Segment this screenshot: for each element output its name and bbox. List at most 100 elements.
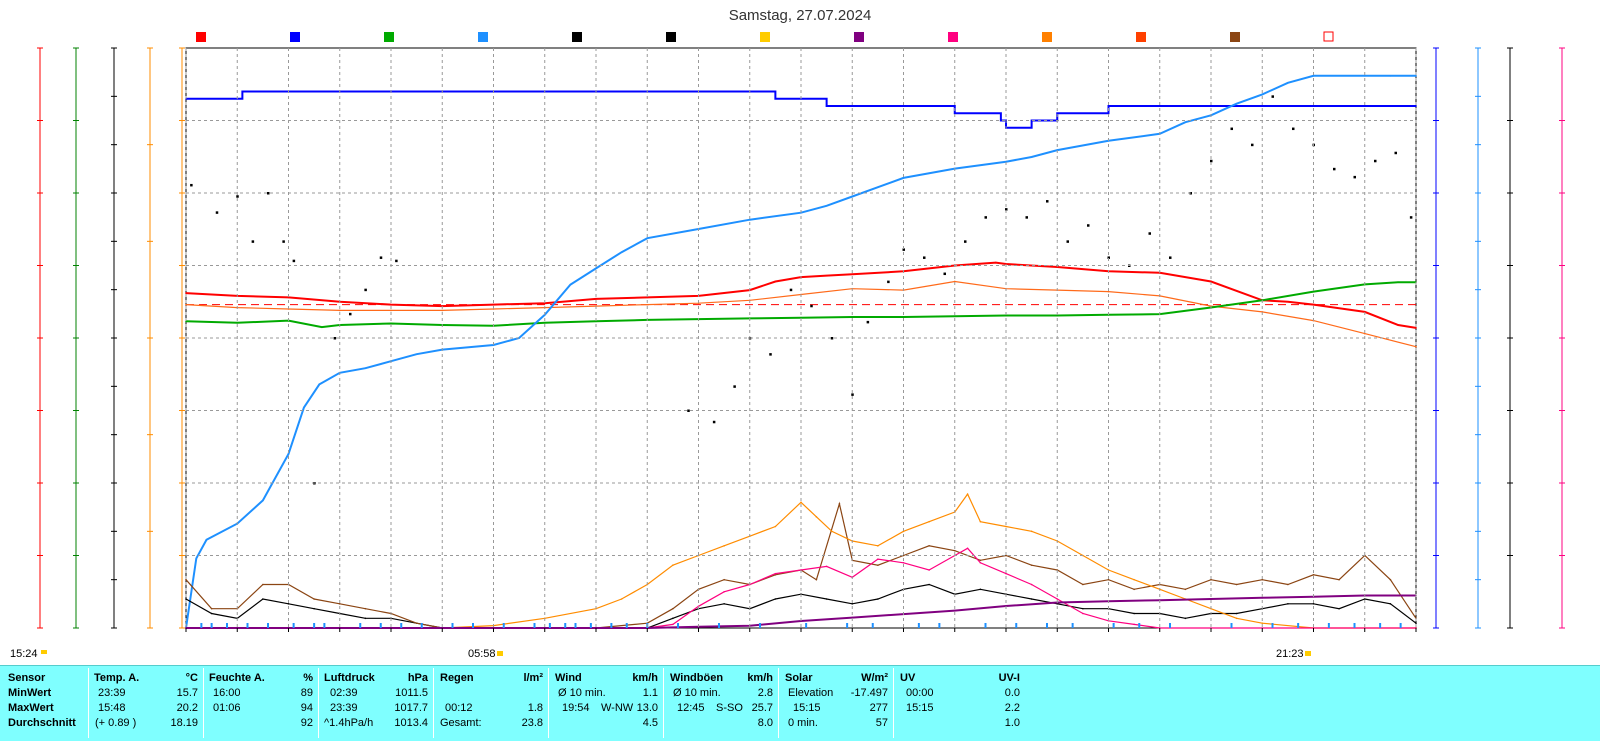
stats-max-rain-time: 00:12 bbox=[445, 702, 473, 714]
series-point bbox=[390, 309, 392, 312]
stats-min-wind-value: 1.1 bbox=[642, 687, 658, 699]
series-point bbox=[313, 607, 315, 610]
series-point bbox=[287, 603, 290, 605]
series-point bbox=[1210, 280, 1212, 283]
series-point bbox=[1312, 290, 1315, 293]
stats-uv-unit: UV-I bbox=[998, 672, 1020, 684]
series-point bbox=[595, 267, 597, 270]
series-point bbox=[1000, 119, 1002, 122]
stats-max-gust-direction: S-SO bbox=[716, 702, 743, 714]
rain-tick bbox=[502, 623, 505, 628]
series-point bbox=[1261, 105, 1264, 107]
series-point bbox=[902, 316, 905, 318]
wind-direction-point bbox=[902, 248, 905, 251]
wind-direction-point bbox=[1107, 256, 1110, 259]
wind-direction-point bbox=[769, 353, 772, 356]
series-point bbox=[979, 559, 982, 562]
legend-swatch bbox=[572, 32, 582, 42]
sunrise-time: 05:58 bbox=[468, 648, 496, 660]
series-point bbox=[723, 590, 725, 593]
wind-direction-point bbox=[1169, 256, 1172, 259]
rain-tick bbox=[267, 623, 269, 628]
series-point bbox=[979, 588, 982, 591]
rain-tick bbox=[984, 623, 987, 628]
series-point bbox=[1235, 583, 1238, 586]
series-point bbox=[1005, 314, 1007, 317]
series-point bbox=[1312, 105, 1315, 107]
rain-tick bbox=[625, 623, 628, 628]
series-point bbox=[1133, 623, 1135, 626]
rain-tick bbox=[1071, 623, 1074, 628]
series-point bbox=[830, 530, 833, 533]
legend-swatch bbox=[760, 32, 770, 42]
series-point bbox=[441, 309, 444, 312]
series-point bbox=[1415, 327, 1417, 329]
series-point bbox=[774, 97, 777, 100]
rain-tick bbox=[420, 623, 423, 628]
wind-direction-point bbox=[1025, 216, 1028, 219]
sunset-time: 21:23 bbox=[1276, 648, 1304, 660]
series-point bbox=[620, 598, 623, 600]
legend-swatch bbox=[1042, 32, 1052, 42]
stats-uv-header: UV bbox=[900, 672, 916, 684]
series-point bbox=[195, 557, 198, 560]
series-point bbox=[1133, 588, 1135, 591]
wind-direction-point bbox=[1251, 143, 1254, 147]
series-point bbox=[185, 578, 187, 581]
series-point bbox=[774, 525, 777, 528]
wind-direction-point bbox=[1148, 232, 1151, 235]
rain-tick bbox=[574, 623, 577, 628]
stats-min-temp-time: 23:39 bbox=[98, 687, 126, 699]
series-point bbox=[390, 303, 392, 306]
stats-wind-unit: km/h bbox=[632, 672, 658, 684]
series-point bbox=[851, 195, 854, 198]
series-point bbox=[825, 565, 828, 568]
series-point bbox=[672, 607, 674, 610]
wind-direction-point bbox=[1333, 167, 1336, 171]
series-point bbox=[1363, 75, 1366, 77]
rain-tick bbox=[472, 623, 474, 628]
wind-direction-point bbox=[866, 320, 870, 324]
series-point bbox=[1030, 583, 1033, 586]
stats-max-press-value: 1017.7 bbox=[394, 702, 428, 714]
series-point bbox=[646, 303, 649, 306]
wind-direction-point bbox=[830, 337, 834, 340]
series-point bbox=[1210, 105, 1212, 107]
series-point bbox=[877, 545, 879, 547]
series-point bbox=[287, 453, 290, 455]
series-point bbox=[185, 292, 187, 294]
series-point bbox=[979, 561, 982, 564]
stats-gust-unit: km/h bbox=[747, 672, 773, 684]
legend-swatch bbox=[1230, 32, 1240, 42]
series-point bbox=[902, 177, 905, 179]
series-point bbox=[241, 90, 244, 93]
wind-direction-point bbox=[251, 240, 255, 243]
series-point bbox=[1363, 105, 1366, 107]
series-point bbox=[1107, 578, 1110, 581]
stats-max-wind-time: 19:54 bbox=[562, 702, 590, 714]
series-point bbox=[851, 105, 854, 107]
series-point bbox=[1312, 574, 1315, 576]
series-point bbox=[262, 583, 264, 586]
series-point bbox=[543, 321, 546, 324]
series-point bbox=[825, 105, 828, 107]
stats-min-row: MinWert 23:39 15.7 16:00 89 02:39 1011.5… bbox=[0, 686, 1600, 701]
wind-direction-point bbox=[1353, 175, 1356, 179]
stats-solar-header: Solar bbox=[785, 672, 813, 684]
rain-tick bbox=[292, 623, 295, 628]
series-point bbox=[1133, 612, 1135, 615]
wind-direction-point bbox=[1005, 208, 1008, 211]
rain-tick bbox=[846, 623, 849, 628]
series-point bbox=[1261, 578, 1264, 581]
stats-header-row: Sensor Temp. A. °C Feuchte A. % Luftdruc… bbox=[0, 671, 1600, 686]
series-point bbox=[851, 603, 854, 605]
series-line bbox=[185, 501, 1417, 629]
wind-direction-point bbox=[1087, 224, 1090, 227]
stats-avg-press-trend: ^1.4hPa/h bbox=[324, 717, 374, 729]
chart-legend bbox=[196, 31, 1334, 42]
series-point bbox=[415, 353, 418, 356]
rain-tick bbox=[677, 623, 679, 628]
stats-max-solar-time: 15:15 bbox=[793, 702, 821, 714]
rain-tick bbox=[1379, 623, 1382, 628]
series-point bbox=[1363, 332, 1366, 335]
